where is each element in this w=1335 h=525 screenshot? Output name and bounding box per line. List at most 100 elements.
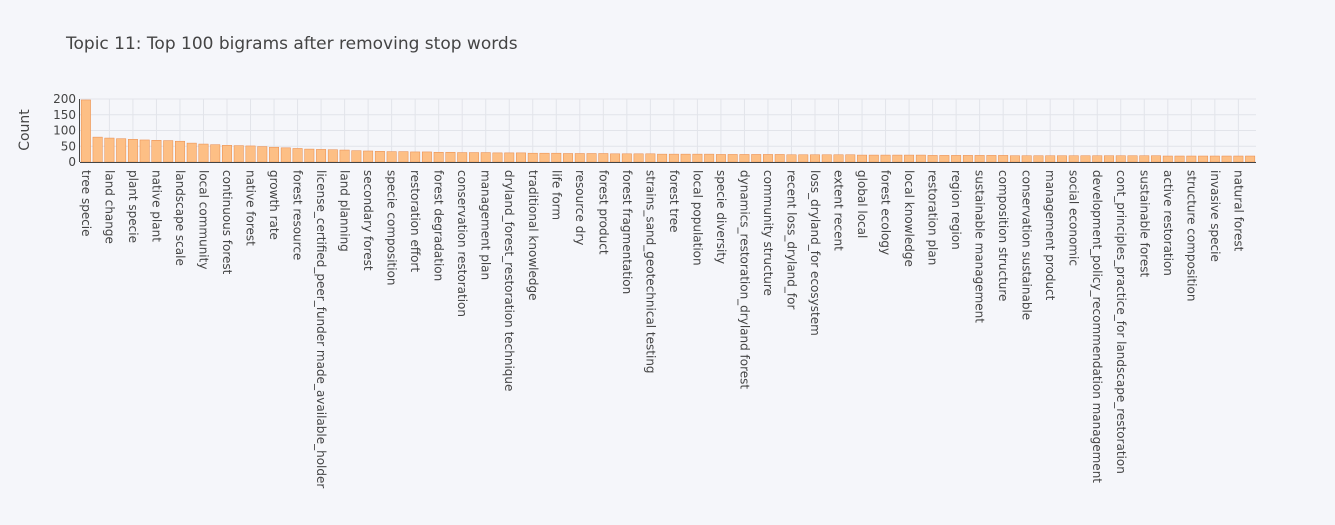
- bar[interactable]: [445, 151, 456, 163]
- bar[interactable]: [951, 155, 962, 163]
- bar[interactable]: [727, 154, 738, 163]
- bar[interactable]: [233, 145, 244, 163]
- bar[interactable]: [186, 142, 197, 163]
- bar[interactable]: [1162, 155, 1173, 163]
- bar[interactable]: [433, 151, 444, 163]
- bar[interactable]: [492, 152, 503, 163]
- bar[interactable]: [915, 154, 926, 163]
- bar[interactable]: [798, 154, 809, 163]
- bar[interactable]: [1174, 155, 1185, 163]
- bar[interactable]: [175, 140, 185, 163]
- bar[interactable]: [1045, 155, 1056, 163]
- bar[interactable]: [1186, 155, 1197, 163]
- bar[interactable]: [363, 150, 374, 163]
- bar[interactable]: [821, 154, 832, 163]
- bar[interactable]: [1080, 155, 1091, 163]
- bar[interactable]: [1068, 155, 1079, 163]
- bar[interactable]: [386, 151, 397, 163]
- bar[interactable]: [469, 152, 479, 163]
- bar[interactable]: [751, 154, 762, 163]
- bar[interactable]: [92, 136, 103, 163]
- bar[interactable]: [786, 154, 797, 163]
- bar[interactable]: [269, 146, 279, 163]
- bar[interactable]: [986, 155, 997, 163]
- bar[interactable]: [198, 143, 209, 163]
- bar[interactable]: [892, 154, 903, 163]
- bar[interactable]: [1115, 155, 1126, 163]
- bar[interactable]: [280, 147, 291, 163]
- bar[interactable]: [657, 153, 668, 163]
- bar[interactable]: [1033, 155, 1044, 163]
- bar[interactable]: [586, 153, 597, 163]
- bar[interactable]: [668, 153, 679, 163]
- bar[interactable]: [621, 153, 632, 163]
- bar[interactable]: [1245, 155, 1256, 163]
- bar[interactable]: [527, 152, 538, 163]
- bar[interactable]: [810, 154, 820, 163]
- bar[interactable]: [80, 99, 91, 163]
- bar[interactable]: [598, 153, 609, 163]
- bar[interactable]: [304, 148, 315, 163]
- bar[interactable]: [457, 152, 468, 163]
- bar[interactable]: [645, 153, 656, 163]
- bar[interactable]: [410, 151, 421, 163]
- bar[interactable]: [398, 151, 409, 163]
- bar[interactable]: [962, 155, 973, 163]
- bar[interactable]: [1127, 155, 1138, 163]
- bar[interactable]: [763, 154, 773, 163]
- bar[interactable]: [739, 154, 750, 163]
- bar[interactable]: [927, 155, 938, 163]
- bar[interactable]: [939, 155, 950, 163]
- bar[interactable]: [316, 149, 327, 163]
- bar[interactable]: [715, 154, 726, 163]
- bar[interactable]: [1221, 155, 1232, 163]
- bar[interactable]: [1233, 155, 1244, 163]
- bar[interactable]: [1104, 155, 1114, 163]
- bar[interactable]: [374, 151, 385, 163]
- bar[interactable]: [551, 152, 562, 163]
- bar[interactable]: [1209, 155, 1220, 163]
- bar[interactable]: [1021, 155, 1032, 163]
- bar[interactable]: [974, 155, 985, 163]
- bar[interactable]: [1139, 155, 1150, 163]
- bar[interactable]: [1198, 155, 1209, 163]
- bar[interactable]: [845, 154, 856, 163]
- bar[interactable]: [163, 140, 174, 163]
- bar[interactable]: [210, 144, 221, 163]
- bar[interactable]: [292, 148, 303, 163]
- bar[interactable]: [245, 145, 256, 163]
- bar[interactable]: [151, 140, 162, 163]
- bar[interactable]: [1092, 155, 1103, 163]
- bar[interactable]: [880, 154, 891, 163]
- bar[interactable]: [1009, 155, 1020, 163]
- bar[interactable]: [998, 155, 1009, 163]
- bar[interactable]: [104, 137, 115, 163]
- bar[interactable]: [633, 153, 644, 163]
- bar[interactable]: [351, 150, 362, 163]
- bar[interactable]: [516, 152, 526, 163]
- bar[interactable]: [563, 153, 573, 163]
- bar[interactable]: [704, 153, 715, 163]
- bar[interactable]: [692, 153, 703, 163]
- bar[interactable]: [833, 154, 844, 163]
- bar[interactable]: [116, 138, 127, 163]
- bar[interactable]: [222, 145, 232, 163]
- bar[interactable]: [680, 153, 691, 163]
- bar[interactable]: [504, 152, 515, 163]
- bar[interactable]: [1151, 155, 1161, 163]
- bar[interactable]: [421, 151, 432, 163]
- bar[interactable]: [904, 154, 915, 163]
- bar[interactable]: [868, 154, 879, 163]
- bar[interactable]: [774, 154, 785, 163]
- bar[interactable]: [339, 149, 350, 163]
- bar[interactable]: [139, 139, 150, 163]
- bar[interactable]: [610, 153, 621, 163]
- bar[interactable]: [857, 154, 867, 163]
- bar[interactable]: [327, 149, 338, 163]
- bar[interactable]: [127, 139, 138, 163]
- bar[interactable]: [574, 153, 585, 163]
- bar[interactable]: [480, 152, 491, 163]
- bar[interactable]: [539, 152, 550, 163]
- bar[interactable]: [1057, 155, 1067, 163]
- bar[interactable]: [257, 146, 268, 163]
